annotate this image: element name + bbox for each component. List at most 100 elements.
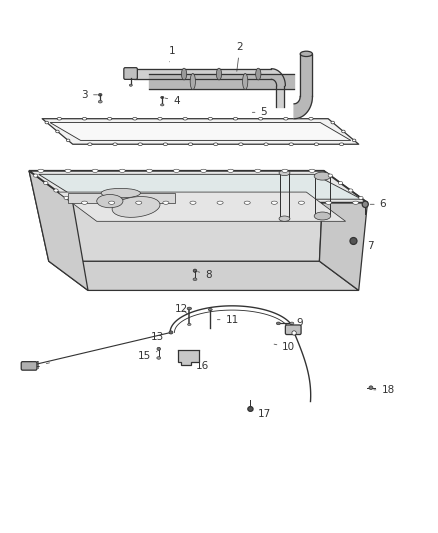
Ellipse shape [201,169,207,172]
Ellipse shape [276,322,280,325]
Ellipse shape [359,196,363,199]
Polygon shape [276,86,285,107]
Polygon shape [294,96,312,119]
Ellipse shape [243,74,248,90]
Ellipse shape [233,117,238,120]
Ellipse shape [183,117,187,120]
Ellipse shape [239,143,243,146]
FancyBboxPatch shape [21,362,37,370]
Ellipse shape [350,238,357,245]
Ellipse shape [113,143,117,146]
Polygon shape [50,123,351,140]
Ellipse shape [64,196,68,199]
Ellipse shape [244,201,250,204]
Polygon shape [134,69,272,79]
Ellipse shape [188,143,193,146]
Ellipse shape [82,117,87,120]
Polygon shape [319,171,367,290]
Ellipse shape [309,169,315,172]
Ellipse shape [33,174,38,177]
Ellipse shape [298,201,304,204]
Polygon shape [42,119,359,144]
Text: 18: 18 [374,385,395,395]
Text: 6: 6 [370,199,386,209]
Text: 2: 2 [237,43,243,71]
Ellipse shape [271,201,277,204]
Ellipse shape [342,130,345,133]
Text: 15: 15 [138,351,157,361]
Ellipse shape [112,197,160,217]
Ellipse shape [157,357,161,359]
Ellipse shape [169,331,173,334]
Ellipse shape [54,189,58,192]
FancyBboxPatch shape [286,325,301,335]
Ellipse shape [279,216,290,221]
Polygon shape [300,54,312,96]
Ellipse shape [129,84,132,86]
Polygon shape [68,193,175,203]
Text: 17: 17 [251,409,272,419]
Ellipse shape [290,322,294,325]
Ellipse shape [256,68,261,80]
Ellipse shape [187,307,191,310]
Text: 9: 9 [287,318,304,328]
Ellipse shape [208,309,212,311]
Ellipse shape [282,169,288,172]
Ellipse shape [284,117,288,120]
Ellipse shape [109,201,115,204]
Ellipse shape [314,212,331,220]
Ellipse shape [314,172,331,180]
Polygon shape [57,192,346,221]
Ellipse shape [190,74,195,90]
Ellipse shape [119,169,125,172]
Ellipse shape [97,195,123,208]
Ellipse shape [193,269,197,272]
Ellipse shape [353,139,356,142]
Ellipse shape [101,198,141,207]
Ellipse shape [309,117,313,120]
Ellipse shape [101,188,141,198]
Polygon shape [29,171,88,290]
Ellipse shape [173,169,180,172]
Ellipse shape [190,201,196,204]
Ellipse shape [44,181,48,184]
Ellipse shape [45,121,49,124]
Polygon shape [29,171,367,203]
Ellipse shape [338,181,343,184]
Ellipse shape [339,143,344,146]
Ellipse shape [57,117,61,120]
Ellipse shape [161,96,164,99]
Ellipse shape [67,139,70,142]
Text: 5: 5 [252,107,267,117]
Ellipse shape [325,201,332,204]
Ellipse shape [88,143,92,146]
Ellipse shape [107,117,112,120]
Polygon shape [149,74,294,89]
Ellipse shape [181,68,187,80]
Text: 3: 3 [81,90,98,100]
Polygon shape [272,69,286,86]
Ellipse shape [138,143,142,146]
Polygon shape [39,174,362,199]
Ellipse shape [157,348,160,351]
Ellipse shape [187,324,191,326]
Ellipse shape [248,407,253,411]
Ellipse shape [258,117,263,120]
Ellipse shape [353,201,359,204]
Text: 10: 10 [274,342,296,352]
Ellipse shape [163,143,168,146]
Ellipse shape [136,201,142,204]
Ellipse shape [92,169,98,172]
Ellipse shape [314,143,318,146]
Ellipse shape [300,51,312,56]
Polygon shape [49,261,359,290]
Ellipse shape [292,331,296,335]
Ellipse shape [328,174,332,177]
Ellipse shape [279,170,290,175]
Ellipse shape [38,169,44,172]
Ellipse shape [65,169,71,172]
Ellipse shape [331,121,335,124]
Ellipse shape [160,104,164,106]
FancyBboxPatch shape [124,68,138,79]
Ellipse shape [99,93,102,96]
